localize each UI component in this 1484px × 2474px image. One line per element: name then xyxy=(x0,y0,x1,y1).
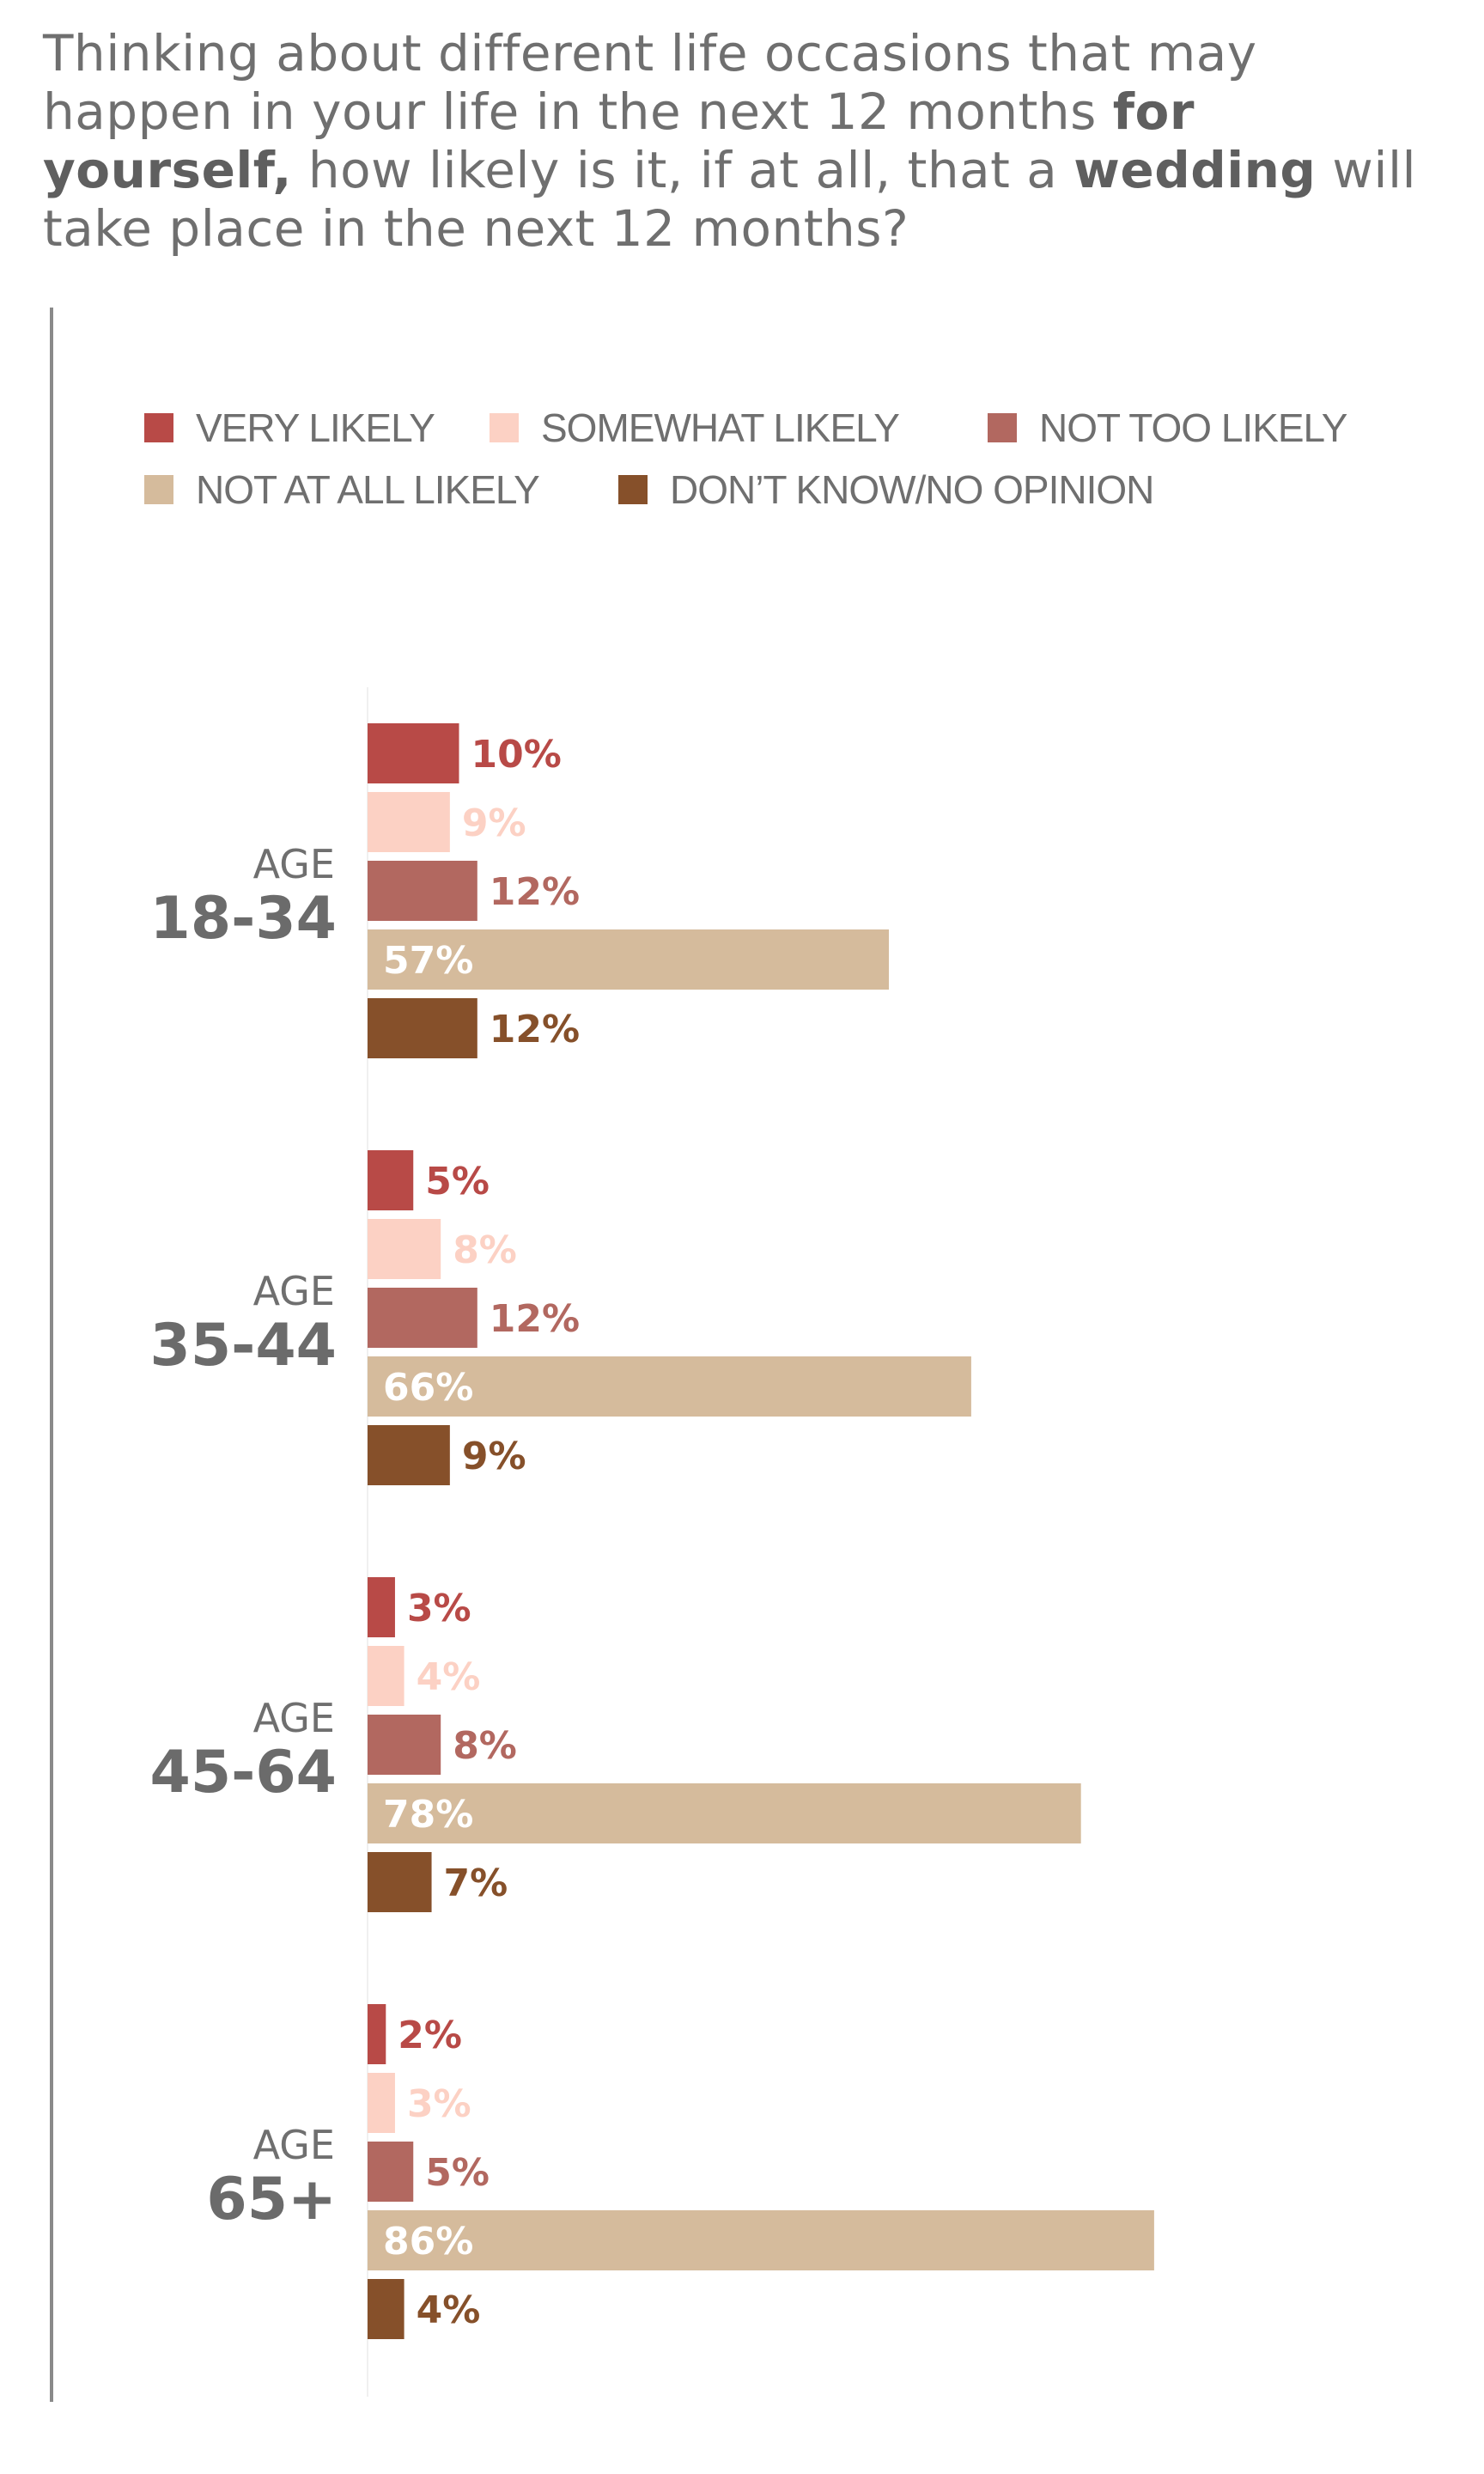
legend-label: DON’T KNOW/NO OPINION xyxy=(670,467,1154,512)
bar xyxy=(368,2210,1154,2270)
data-label: 3% xyxy=(407,1587,471,1630)
chart-title: Thinking about different life occasions … xyxy=(43,24,1451,258)
bar xyxy=(368,1150,414,1210)
group-label-range: 35-44 xyxy=(150,1312,337,1380)
bar xyxy=(368,1783,1081,1843)
data-label: 3% xyxy=(407,2082,471,2126)
bar xyxy=(368,1288,477,1348)
data-label: 86% xyxy=(383,2220,473,2264)
bar xyxy=(368,1852,432,1912)
legend-item: SOMEWHAT LIKELY xyxy=(490,405,900,450)
legend-swatch xyxy=(490,413,519,442)
bar xyxy=(368,1646,404,1706)
legend-item: VERY LIKELY xyxy=(144,405,435,450)
title-bold-1: for yourself, xyxy=(43,82,1195,199)
title-text-3: will take place in the next 12 months? xyxy=(43,141,1417,258)
legend-label: NOT TOO LIKELY xyxy=(1039,405,1347,450)
data-label: 9% xyxy=(462,1435,526,1478)
group-label-prefix: AGE xyxy=(253,1695,335,1741)
bar xyxy=(368,1425,450,1485)
bar xyxy=(368,2004,386,2064)
data-label: 57% xyxy=(383,939,473,983)
data-label: 12% xyxy=(490,870,580,914)
bar xyxy=(368,2279,404,2339)
data-label: 8% xyxy=(453,1228,517,1272)
title-text-2: how likely is it, if at all, that a xyxy=(291,141,1074,199)
title-bold-2: wedding xyxy=(1073,141,1317,199)
data-label: 5% xyxy=(425,1160,490,1203)
legend-swatch xyxy=(144,413,173,442)
legend-item: NOT AT ALL LIKELY xyxy=(144,467,540,512)
data-label: 4% xyxy=(417,1655,481,1699)
data-label: 12% xyxy=(490,1008,580,1051)
group-label-range: 65+ xyxy=(206,2166,337,2233)
data-label: 10% xyxy=(471,733,562,777)
bar xyxy=(368,929,890,990)
group-label-prefix: AGE xyxy=(253,1268,335,1314)
title-text-1: Thinking about different life occasions … xyxy=(43,24,1257,141)
legend-label: NOT AT ALL LIKELY xyxy=(196,467,540,512)
bar xyxy=(368,1577,395,1637)
bar xyxy=(368,998,477,1058)
legend-item: NOT TOO LIKELY xyxy=(988,405,1347,450)
data-label: 78% xyxy=(383,1793,473,1837)
group-label-prefix: AGE xyxy=(253,2122,335,2168)
group-label-prefix: AGE xyxy=(253,841,335,887)
bar xyxy=(368,861,477,921)
group-label-range: 45-64 xyxy=(150,1739,337,1807)
bar xyxy=(368,1356,971,1417)
legend-swatch xyxy=(988,413,1017,442)
data-label: 5% xyxy=(425,2151,490,2195)
data-label: 4% xyxy=(417,2288,481,2332)
legend-item: DON’T KNOW/NO OPINION xyxy=(618,467,1154,512)
group-label-range: 18-34 xyxy=(150,885,337,953)
frame-line xyxy=(50,308,53,2402)
legend-swatch xyxy=(618,475,648,504)
bar xyxy=(368,792,450,852)
bar xyxy=(368,1219,441,1279)
bar xyxy=(368,1715,441,1775)
bar xyxy=(368,2142,414,2202)
bar xyxy=(368,2073,395,2133)
data-label: 9% xyxy=(462,801,526,845)
data-label: 7% xyxy=(444,1862,508,1905)
legend-label: SOMEWHAT LIKELY xyxy=(541,405,900,450)
legend-label: VERY LIKELY xyxy=(196,405,435,450)
legend-swatch xyxy=(144,475,173,504)
bar xyxy=(368,723,459,783)
data-label: 8% xyxy=(453,1724,517,1768)
data-label: 12% xyxy=(490,1297,580,1341)
data-label: 2% xyxy=(398,2014,462,2057)
data-label: 66% xyxy=(383,1366,473,1410)
